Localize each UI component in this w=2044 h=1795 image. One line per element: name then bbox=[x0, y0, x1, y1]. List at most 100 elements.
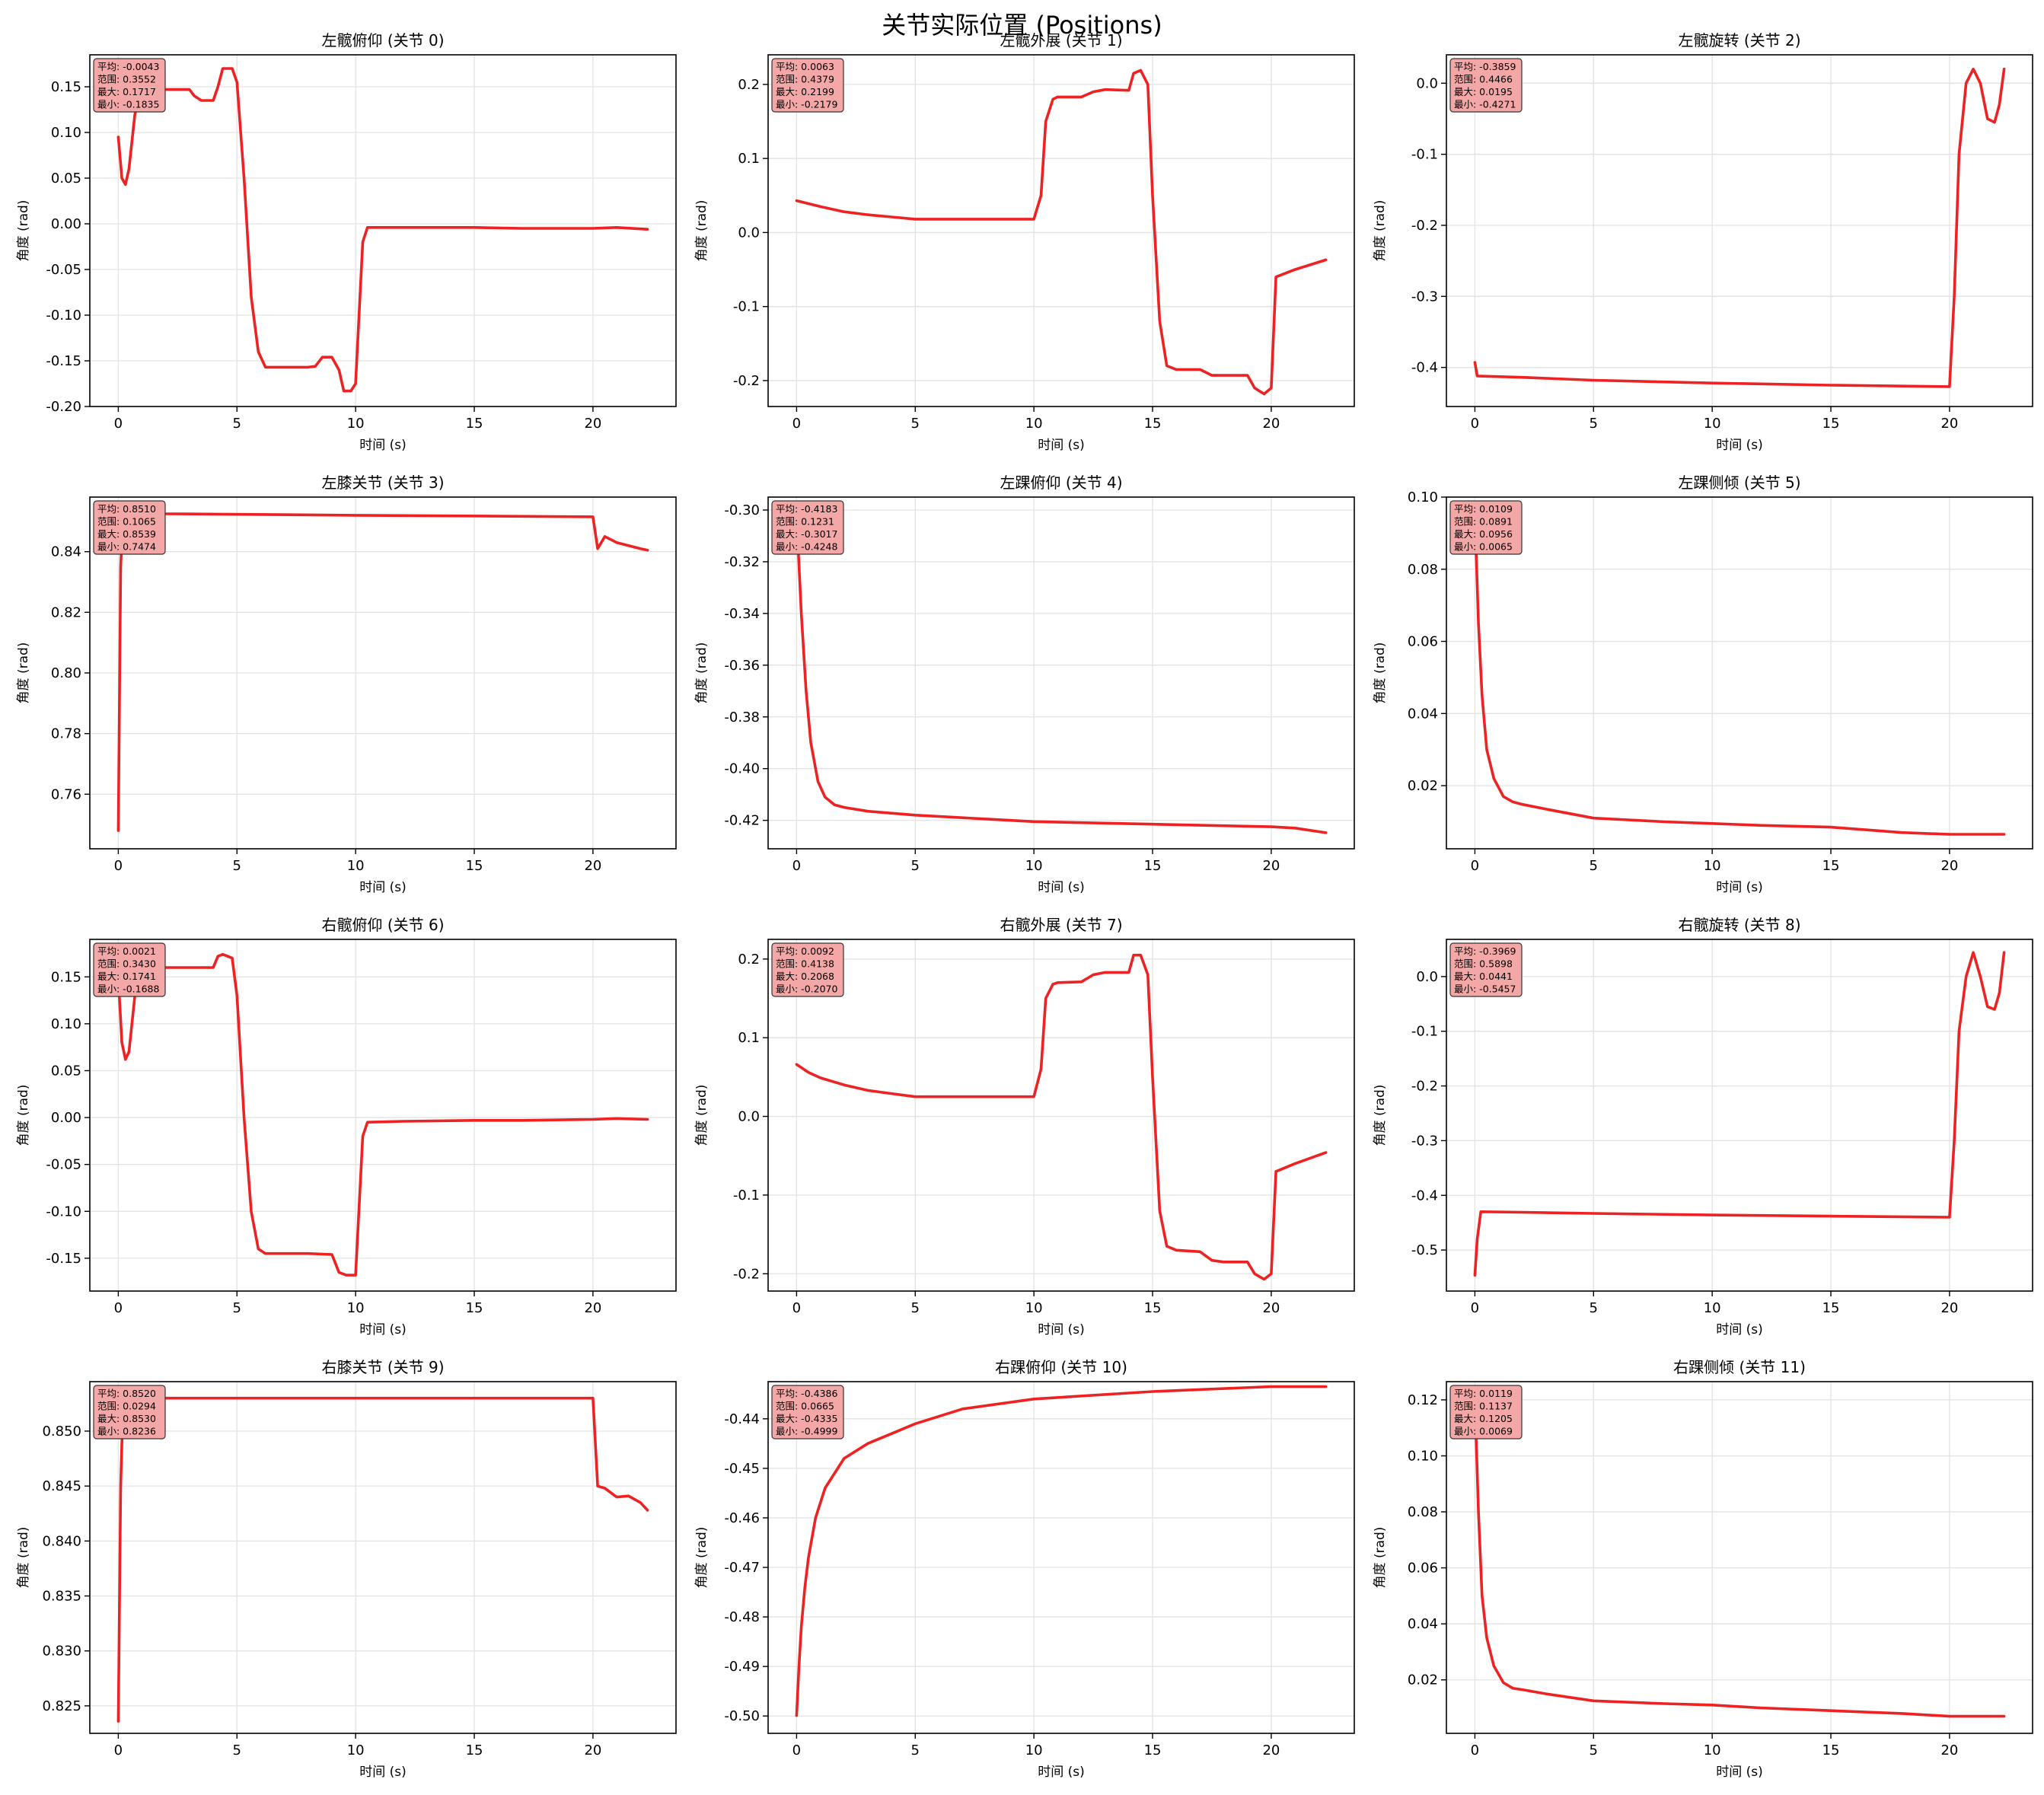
y-tick-label: -0.34 bbox=[724, 606, 760, 622]
subplot-5: 0 5 10 15 20 0.02 0.04 0.06 0.08 0.10 左踝侧倾 (关节 5) 时… bbox=[1373, 473, 2033, 895]
y-tick-label: 0.825 bbox=[42, 1698, 81, 1714]
y-tick-label: 0.10 bbox=[1408, 489, 1438, 505]
y-tick-label: 0.02 bbox=[1408, 1672, 1438, 1688]
x-tick-label: 0 bbox=[1471, 416, 1479, 432]
plot-area bbox=[768, 497, 1354, 849]
y-axis-label: 角度 (rad) bbox=[1373, 200, 1388, 262]
y-tick-label: -0.2 bbox=[1411, 1079, 1438, 1095]
subplot-title: 左踝侧倾 (关节 5) bbox=[1678, 473, 1800, 492]
stats-line: 范围: 0.4379 bbox=[776, 74, 834, 85]
y-tick-label: 0.2 bbox=[738, 952, 760, 968]
stats-box bbox=[1449, 1385, 1523, 1440]
x-tick-label: 10 bbox=[347, 416, 365, 432]
subplot-1: 0 5 10 15 20 -0.2 -0.1 0.0 0.1 0.2 左髋外展 (关节 1) 时间 (… bbox=[694, 31, 1355, 453]
stats-line: 最大: -0.3017 bbox=[776, 528, 837, 540]
subplot-6: 0 5 10 15 20 -0.15 -0.10 -0.05 0.00 0.05 0.10 0.15 右… bbox=[16, 916, 677, 1337]
y-tick-label: 0.84 bbox=[51, 544, 81, 560]
subplot-3: 0 5 10 15 20 0.76 0.78 0.80 0.82 0.84 左膝关节 (关节 3) 时… bbox=[16, 473, 677, 895]
y-tick-label: -0.10 bbox=[46, 308, 81, 324]
x-tick-label: 10 bbox=[1025, 416, 1043, 432]
x-tick-label: 20 bbox=[584, 858, 601, 874]
x-tick-label: 15 bbox=[1144, 1742, 1162, 1758]
x-tick-label: 5 bbox=[911, 1742, 920, 1758]
y-tick-label: 0.00 bbox=[51, 1110, 81, 1126]
plot-area bbox=[90, 1382, 676, 1733]
x-tick-label: 20 bbox=[1262, 416, 1280, 432]
y-tick-label: 0.00 bbox=[51, 216, 81, 232]
subplot-title: 左髋旋转 (关节 2) bbox=[1678, 31, 1800, 49]
y-axis-label: 角度 (rad) bbox=[1373, 1527, 1388, 1589]
subplot-10: 0 5 10 15 20 -0.50 -0.49 -0.48 -0.47 -0.46 -0.45 -0… bbox=[694, 1358, 1355, 1780]
plot-area bbox=[768, 55, 1354, 407]
data-series-line bbox=[795, 69, 1328, 396]
stats-line: 范围: 0.0665 bbox=[776, 1401, 834, 1412]
subplot-title: 右踝俯仰 (关节 10) bbox=[995, 1358, 1127, 1376]
subplot-2: 0 5 10 15 20 -0.4 -0.3 -0.2 -0.1 0.0 左髋旋转 (关节 2) 时间… bbox=[1373, 31, 2033, 453]
y-tick-label: -0.44 bbox=[724, 1411, 760, 1427]
x-tick-label: 5 bbox=[1590, 858, 1598, 874]
x-tick-label: 5 bbox=[233, 416, 241, 432]
y-tick-label: 0.76 bbox=[51, 786, 81, 802]
stats-line: 范围: 0.1137 bbox=[1454, 1401, 1513, 1412]
plot-area bbox=[768, 939, 1354, 1291]
x-tick-label: 10 bbox=[1025, 1300, 1043, 1316]
y-axis-label: 角度 (rad) bbox=[1373, 642, 1388, 704]
x-tick-label: 20 bbox=[584, 1742, 601, 1758]
y-tick-label: -0.47 bbox=[724, 1560, 760, 1576]
x-axis-label: 时间 (s) bbox=[1038, 438, 1085, 453]
y-tick-label: -0.42 bbox=[724, 813, 760, 829]
x-tick-label: 10 bbox=[1704, 858, 1721, 874]
plot-area bbox=[1446, 939, 2033, 1291]
stats-box bbox=[93, 58, 166, 113]
x-axis-label: 时间 (s) bbox=[1038, 1322, 1085, 1337]
x-tick-label: 0 bbox=[114, 416, 123, 432]
data-series-line bbox=[795, 953, 1328, 1281]
y-tick-label: -0.3 bbox=[1411, 1133, 1438, 1149]
x-tick-label: 20 bbox=[1940, 416, 1958, 432]
stats-line: 范围: 0.1065 bbox=[97, 516, 156, 528]
x-tick-label: 0 bbox=[1471, 1742, 1479, 1758]
stats-line: 最大: 0.0195 bbox=[1454, 86, 1513, 97]
y-tick-label: -0.36 bbox=[724, 658, 760, 674]
stats-line: 范围: 0.0294 bbox=[97, 1401, 156, 1412]
stats-line: 平均: 0.8520 bbox=[97, 1388, 156, 1399]
y-tick-label: -0.45 bbox=[724, 1461, 760, 1477]
y-tick-label: 0.10 bbox=[51, 125, 81, 141]
plot-area bbox=[90, 55, 676, 407]
x-tick-label: 20 bbox=[1940, 858, 1958, 874]
stats-line: 平均: -0.3969 bbox=[1454, 945, 1516, 957]
y-tick-label: 0.0 bbox=[1416, 969, 1438, 985]
x-tick-label: 20 bbox=[584, 1300, 601, 1316]
stats-box bbox=[771, 500, 844, 555]
y-axis-label: 角度 (rad) bbox=[16, 642, 31, 704]
stats-line: 最小: 0.8236 bbox=[97, 1426, 156, 1437]
x-tick-label: 15 bbox=[466, 858, 483, 874]
x-axis-label: 时间 (s) bbox=[359, 438, 407, 453]
y-tick-label: 0.0 bbox=[738, 1109, 760, 1125]
x-tick-label: 15 bbox=[466, 1300, 483, 1316]
x-tick-label: 15 bbox=[466, 1742, 483, 1758]
x-tick-label: 20 bbox=[1940, 1742, 1958, 1758]
x-tick-label: 10 bbox=[1704, 1300, 1721, 1316]
y-tick-label: -0.40 bbox=[724, 761, 760, 777]
subplot-7: 0 5 10 15 20 -0.2 -0.1 0.0 0.1 0.2 右髋外展 (关节 7) 时间 (… bbox=[694, 916, 1355, 1337]
subplot-0: 0 5 10 15 20 -0.20 -0.15 -0.10 -0.05 0.00 0.05 0.10… bbox=[16, 31, 677, 453]
stats-line: 范围: 0.0891 bbox=[1454, 516, 1513, 528]
subplot-9: 0 5 10 15 20 0.825 0.830 0.835 0.840 0.845 0.850 右膝… bbox=[16, 1358, 677, 1780]
axes-frame bbox=[767, 54, 1355, 407]
y-tick-label: -0.38 bbox=[724, 709, 760, 725]
axes-frame bbox=[1446, 496, 2033, 850]
stats-line: 平均: 0.0021 bbox=[97, 945, 156, 957]
y-tick-label: 0.15 bbox=[51, 969, 81, 985]
axes-frame bbox=[1446, 939, 2033, 1292]
axes-frame bbox=[89, 1381, 677, 1734]
subplot-4: 0 5 10 15 20 -0.42 -0.40 -0.38 -0.36 -0.34 -0.32 -0… bbox=[694, 473, 1355, 895]
stats-box bbox=[1449, 942, 1523, 997]
x-axis-label: 时间 (s) bbox=[359, 880, 407, 895]
y-axis-label: 角度 (rad) bbox=[1373, 1085, 1388, 1146]
stats-box bbox=[1449, 500, 1523, 555]
y-tick-label: -0.46 bbox=[724, 1510, 760, 1526]
x-tick-label: 5 bbox=[233, 1300, 241, 1316]
x-tick-label: 0 bbox=[1471, 858, 1479, 874]
stats-box bbox=[771, 942, 844, 997]
